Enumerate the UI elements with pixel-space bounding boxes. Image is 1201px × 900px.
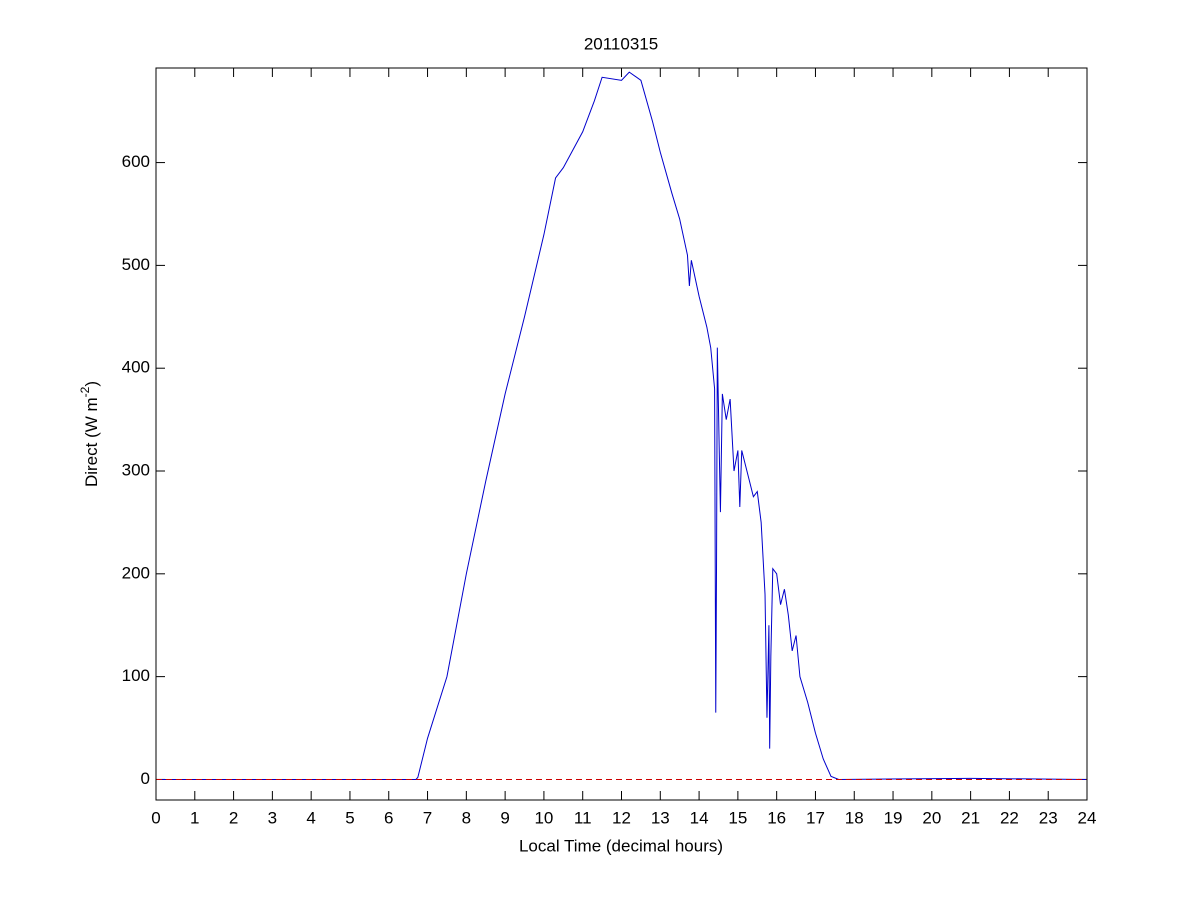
- x-tick-label: 7: [423, 808, 432, 827]
- x-tick-label: 24: [1078, 808, 1097, 827]
- x-tick-label: 17: [806, 808, 825, 827]
- x-axis-label: Local Time (decimal hours): [519, 836, 723, 855]
- y-tick-label: 100: [122, 666, 150, 685]
- x-tick-label: 20: [922, 808, 941, 827]
- x-tick-label: 13: [651, 808, 670, 827]
- x-tick-label: 19: [884, 808, 903, 827]
- x-tick-label: 16: [767, 808, 786, 827]
- y-tick-label: 300: [122, 460, 150, 479]
- x-tick-label: 4: [306, 808, 315, 827]
- x-tick-label: 6: [384, 808, 393, 827]
- y-tick-label: 500: [122, 255, 150, 274]
- y-axis-label-part: ): [82, 381, 101, 387]
- y-tick-label: 400: [122, 358, 150, 377]
- y-tick-label: 600: [122, 152, 150, 171]
- data-line: [156, 71, 1088, 780]
- x-tick-label: 14: [690, 808, 709, 827]
- x-tick-label: 23: [1039, 808, 1058, 827]
- x-tick-label: 21: [961, 808, 980, 827]
- x-tick-label: 22: [1000, 808, 1019, 827]
- y-axis-label-sup: -2: [78, 386, 92, 397]
- x-tick-label: 10: [534, 808, 553, 827]
- x-tick-label: 8: [462, 808, 471, 827]
- x-tick-label: 11: [574, 808, 592, 827]
- x-tick-label: 5: [345, 808, 354, 827]
- y-axis-label-part: Direct (W m: [82, 397, 101, 487]
- chart-title: 20110315: [584, 34, 658, 53]
- x-tick-label: 18: [845, 808, 864, 827]
- x-tick-label: 0: [151, 808, 160, 827]
- y-tick-label: 200: [122, 563, 150, 582]
- x-tick-label: 3: [268, 808, 277, 827]
- y-axis-label: Direct (W m-2): [78, 381, 101, 487]
- x-tick-label: 2: [229, 808, 238, 827]
- axes-box: [155, 67, 1088, 801]
- x-tick-label: 1: [190, 808, 199, 827]
- x-tick-label: 9: [500, 808, 509, 827]
- x-tick-label: 15: [728, 808, 747, 827]
- x-tick-label: 12: [612, 808, 631, 827]
- plot-area: [156, 68, 1087, 800]
- y-tick-label: 0: [141, 769, 150, 788]
